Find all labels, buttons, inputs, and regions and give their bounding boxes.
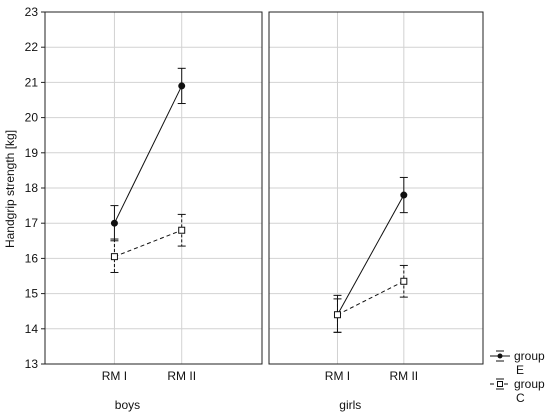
data-point: [400, 277, 408, 285]
legend-marker: [497, 353, 503, 359]
x-tick-label: RM I: [325, 369, 350, 383]
y-tick-label: 22: [25, 40, 39, 54]
panel-label: boys: [115, 398, 140, 412]
y-axis-title: Handgrip strength [kg]: [3, 130, 17, 248]
legend-label: E: [516, 363, 524, 377]
data-point: [110, 253, 118, 261]
series-line: [337, 194, 405, 315]
series-line: [113, 85, 183, 224]
series-line: [114, 229, 182, 258]
x-tick-label: RM II: [389, 369, 418, 383]
series-line: [337, 280, 405, 316]
y-tick-label: 15: [25, 287, 39, 301]
y-tick-label: 18: [25, 181, 39, 195]
series-group-E: [333, 176, 408, 333]
data-point: [110, 219, 118, 227]
y-tick-label: 16: [25, 251, 39, 265]
legend-label: C: [516, 391, 525, 405]
y-tick-label: 19: [25, 146, 39, 160]
series-group-C: [110, 213, 186, 273]
panel-boys: 13 14 15 16 17 18 19 20 21 22 23 RM I RM II boys: [25, 5, 263, 412]
panel-label: girls: [339, 398, 361, 412]
data-point: [178, 82, 186, 90]
y-tick-label: 20: [25, 111, 39, 125]
legend-label: group: [514, 349, 545, 363]
data-point: [333, 311, 341, 319]
series-group-C: [333, 264, 408, 333]
y-tick-label: 13: [25, 357, 39, 371]
y-tick-label: 21: [25, 75, 39, 89]
panel-frame: [268, 11, 484, 365]
x-tick-label: RM I: [102, 369, 127, 383]
legend-marker: [497, 381, 503, 387]
y-tick-label: 23: [25, 5, 39, 19]
y-tick-label: 17: [25, 216, 39, 230]
panel-girls: RM I RM II girls: [268, 11, 484, 412]
data-point: [400, 191, 408, 199]
x-tick-label: RM II: [167, 369, 196, 383]
data-point: [178, 226, 186, 234]
legend-label: group: [514, 377, 545, 391]
series-group-E: [110, 67, 186, 242]
y-tick-label: 14: [25, 322, 39, 336]
